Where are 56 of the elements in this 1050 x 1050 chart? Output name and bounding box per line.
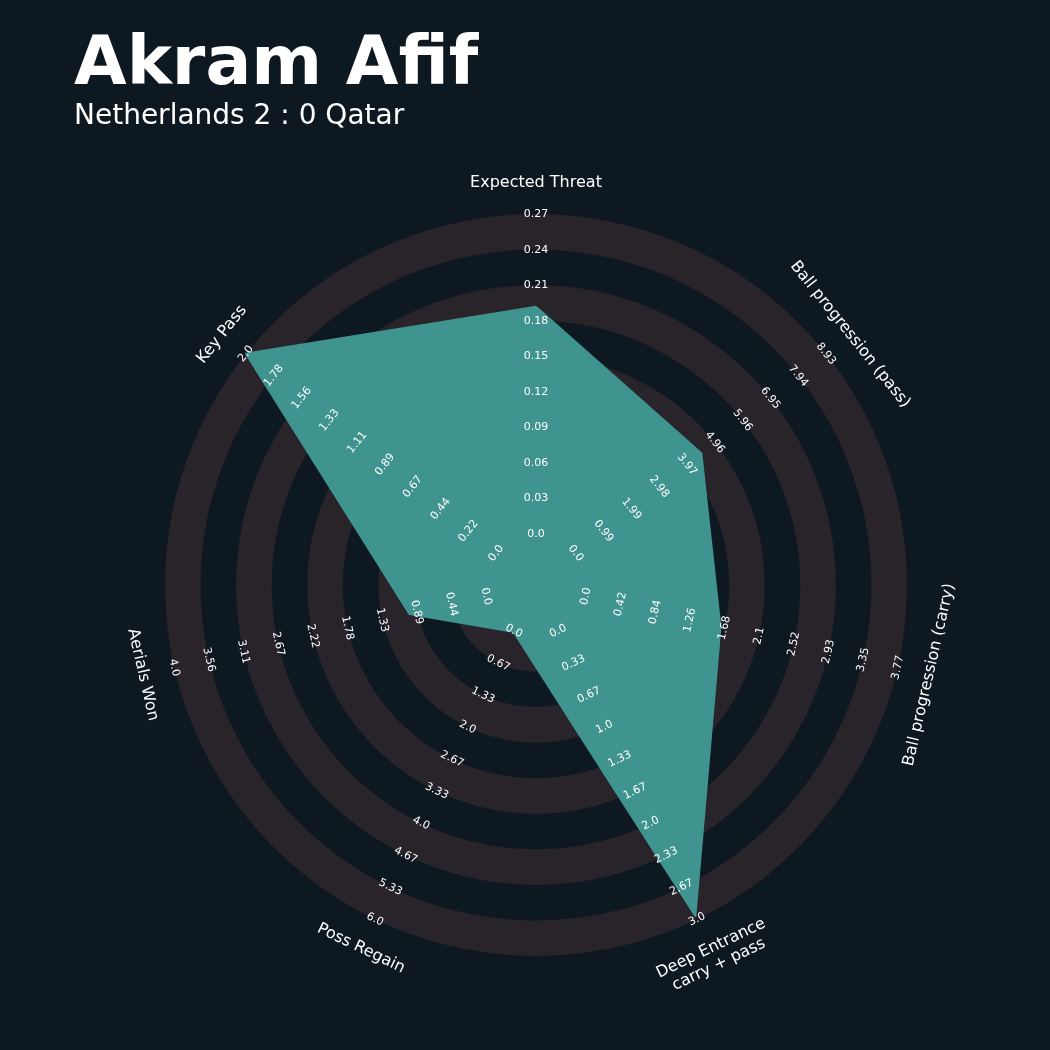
text: 0.18 [523, 313, 549, 327]
chart-subtitle: Netherlands 2 : 0 Qatar [74, 98, 405, 131]
text: 2.0 [457, 716, 479, 737]
text: 4.0 [410, 813, 433, 833]
text: 2.93 [818, 638, 837, 666]
text: 0.0 [565, 542, 587, 564]
text: 4.67 [392, 843, 420, 866]
text: 0.24 [523, 242, 549, 256]
text: 4.0 [166, 657, 184, 678]
text: 0.06 [523, 455, 549, 469]
text: 0.0 [547, 620, 569, 641]
text: 6.0 [364, 909, 386, 929]
text: 2.33 [652, 843, 680, 866]
text: 3.35 [853, 646, 872, 673]
text: 0.0 [478, 586, 496, 607]
text: 1.0 [593, 716, 615, 737]
text: 0.27 [523, 207, 549, 220]
text: 2.67 [269, 630, 288, 658]
text: 2.1 [750, 625, 767, 646]
text: 0.42 [610, 590, 629, 618]
text: 0.0 [576, 586, 594, 607]
text: 3.56 [200, 646, 219, 673]
text: 1.33 [605, 747, 634, 770]
text: 2.52 [784, 630, 803, 658]
text: 0.67 [574, 683, 603, 706]
text: 2.67 [438, 747, 467, 770]
text: 0.12 [523, 384, 549, 398]
text: 3.33 [423, 779, 451, 802]
text: 0.0 [503, 620, 525, 641]
text: 2.0 [639, 813, 662, 833]
text: 1.33 [373, 606, 392, 634]
text: 0.44 [443, 590, 462, 618]
spoke-label: Aerials Won [124, 626, 164, 723]
text: 5.33 [376, 875, 405, 898]
text: 1.26 [680, 606, 699, 634]
text: 0.89 [408, 598, 427, 626]
text: 0.09 [523, 420, 549, 434]
text: 2.22 [304, 622, 323, 650]
text: 2.67 [667, 875, 696, 898]
text: 0.33 [559, 651, 588, 674]
text: 0.67 [484, 651, 513, 674]
spoke-label: Expected Threat [470, 172, 602, 192]
text: 0.15 [523, 349, 549, 363]
text: 1.68 [714, 614, 733, 642]
text: 0.0 [527, 527, 545, 540]
text: 1.33 [469, 683, 498, 706]
text: 3.11 [235, 638, 254, 666]
text: 3.77 [888, 654, 907, 681]
text: 2.0 [235, 342, 257, 365]
text: 0.0 [485, 542, 507, 564]
text: 0.21 [523, 278, 549, 292]
text: 1.67 [621, 779, 649, 802]
chart-title: Akram Afif [74, 21, 480, 100]
text: 0.84 [645, 598, 664, 626]
text: 0.03 [523, 491, 549, 505]
text: 1.78 [339, 614, 358, 642]
